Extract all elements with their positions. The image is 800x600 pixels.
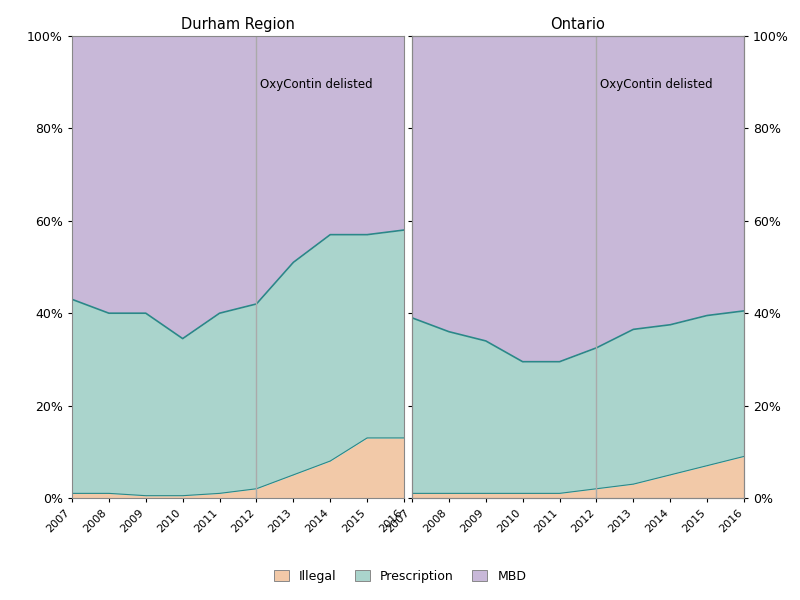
Title: Ontario: Ontario — [550, 17, 606, 32]
Text: OxyContin delisted: OxyContin delisted — [260, 77, 373, 91]
Text: OxyContin delisted: OxyContin delisted — [600, 77, 713, 91]
Title: Durham Region: Durham Region — [181, 17, 295, 32]
Legend: Illegal, Prescription, MBD: Illegal, Prescription, MBD — [269, 565, 531, 588]
